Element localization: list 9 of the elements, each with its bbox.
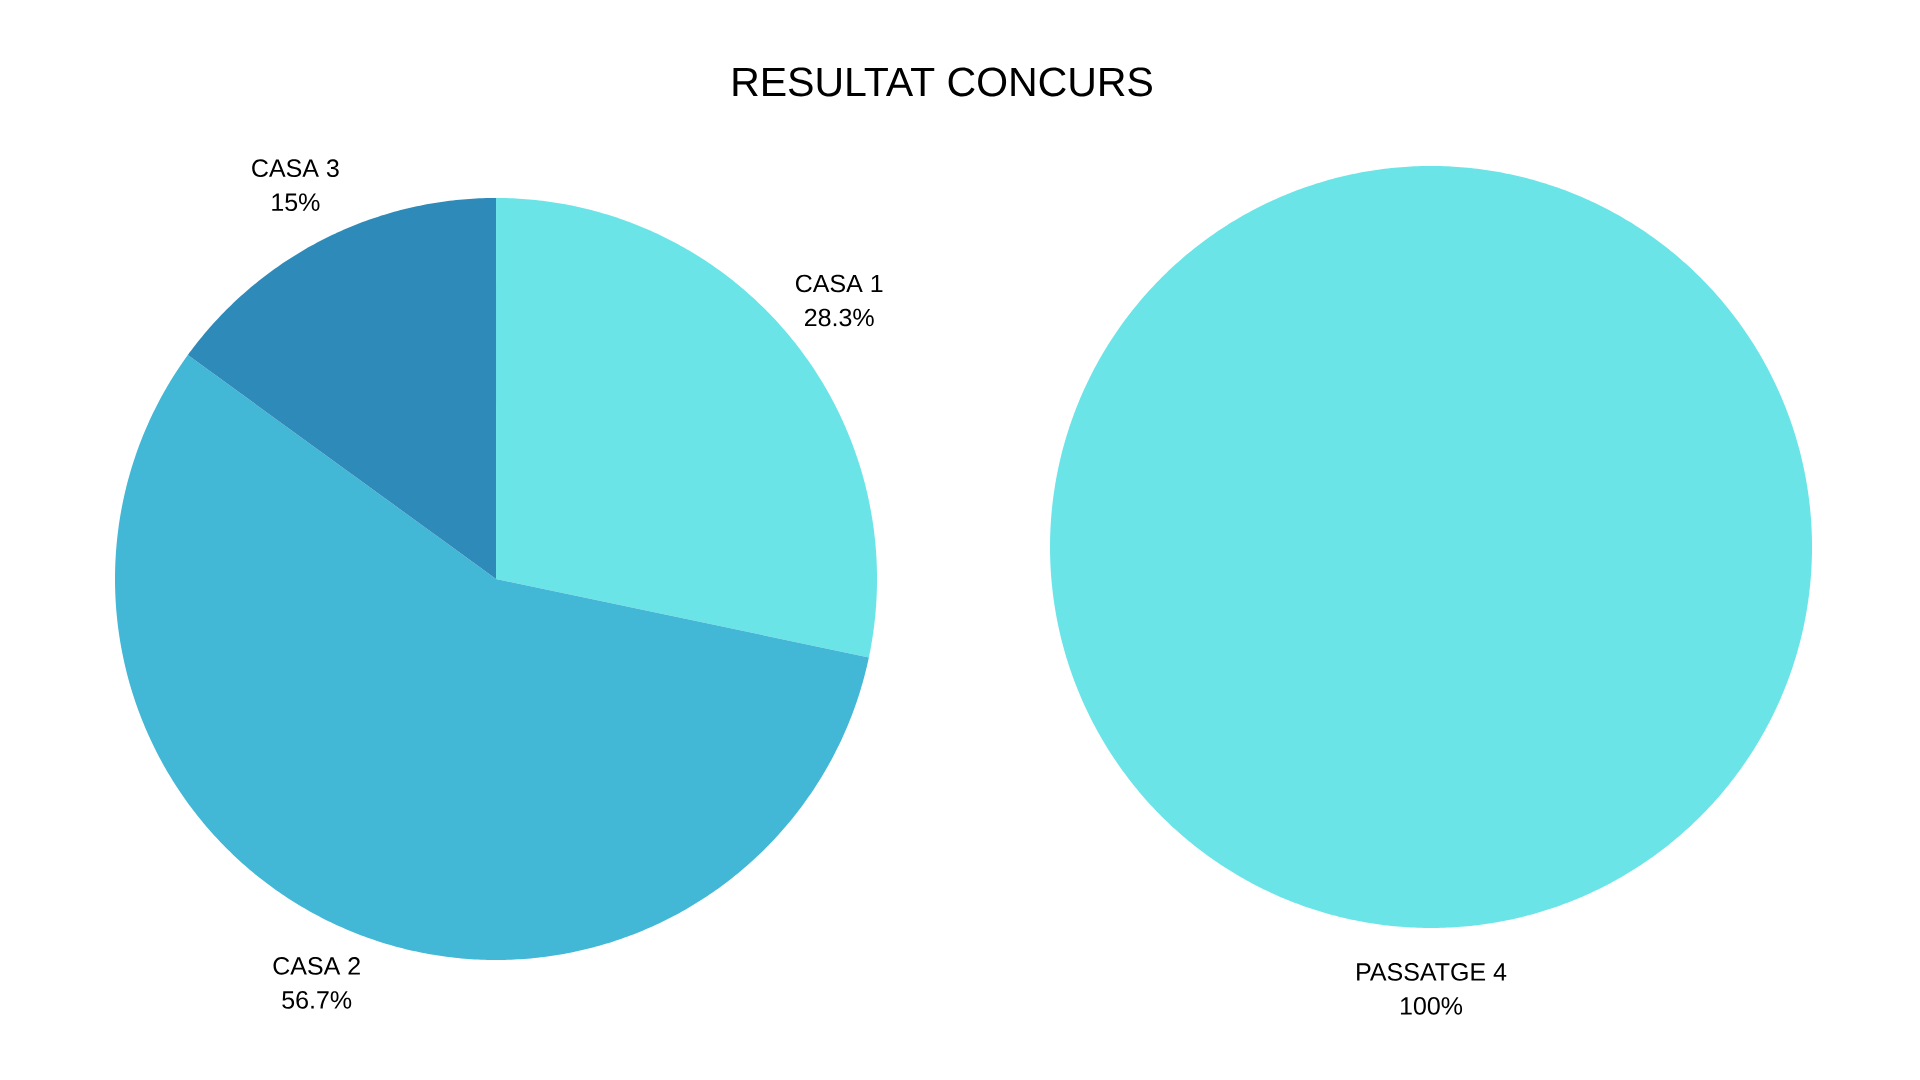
slice-label: PASSATGE 4 bbox=[1357, 963, 1507, 981]
data-label: 100% bbox=[1400, 997, 1463, 1015]
chart-title: RESULTAT CONCURS bbox=[733, 67, 1152, 97]
data-label: 56.7% bbox=[282, 991, 352, 1009]
slice-label: CASA 2 bbox=[273, 957, 360, 975]
data-label: 15% bbox=[272, 193, 320, 212]
data-label: 28.3% bbox=[805, 308, 874, 327]
slice-label: CASA 1 bbox=[795, 274, 883, 293]
slice-label: CASA 3 bbox=[252, 159, 339, 178]
